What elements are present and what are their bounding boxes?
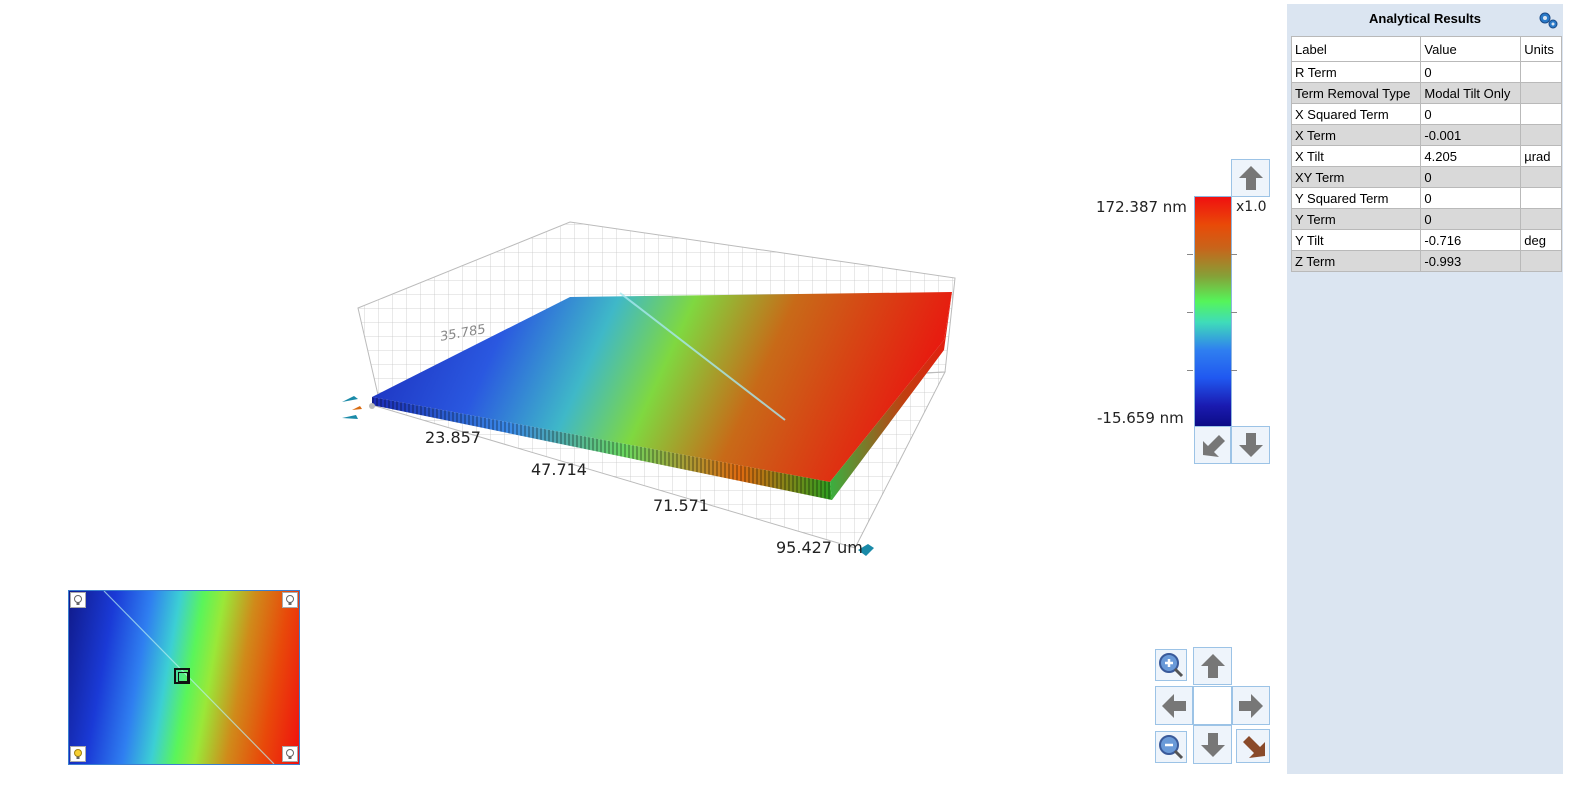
row-value: Modal Tilt Only bbox=[1420, 82, 1522, 104]
scale-up-button[interactable] bbox=[1231, 159, 1270, 197]
row-label: X Tilt bbox=[1290, 145, 1422, 167]
pan-left-icon bbox=[1162, 693, 1186, 718]
panel-title: Analytical Results bbox=[1369, 11, 1481, 26]
table-header-row: Label Value Units bbox=[1290, 36, 1562, 62]
zoom-in-icon bbox=[1159, 653, 1184, 678]
pan-up-button[interactable] bbox=[1193, 647, 1232, 685]
table-row[interactable]: XY Term 0 bbox=[1290, 166, 1562, 188]
column-header-units[interactable]: Units bbox=[1520, 36, 1562, 62]
row-label: R Term bbox=[1290, 61, 1422, 83]
pan-down-icon bbox=[1200, 732, 1225, 757]
light-bulb-bottom-left[interactable] bbox=[70, 746, 86, 762]
light-bulb-icon bbox=[286, 595, 294, 605]
light-bulb-bottom-right[interactable] bbox=[282, 746, 298, 762]
row-label: Y Squared Term bbox=[1290, 187, 1422, 209]
x-tick-1: 23.857 bbox=[425, 428, 481, 447]
column-header-label[interactable]: Label bbox=[1290, 36, 1422, 62]
scale-reset-icon bbox=[1202, 435, 1225, 457]
axis-end-icon[interactable] bbox=[858, 544, 874, 556]
row-value: -0.993 bbox=[1420, 250, 1522, 272]
table-row[interactable]: Y Tilt -0.716 deg bbox=[1290, 229, 1562, 251]
pan-left-button[interactable] bbox=[1155, 686, 1193, 725]
row-units bbox=[1520, 124, 1562, 146]
table-row[interactable]: X Squared Term 0 bbox=[1290, 103, 1562, 125]
row-units bbox=[1520, 187, 1562, 209]
surface-3d-plot[interactable] bbox=[330, 210, 980, 570]
scale-factor-label: x1.0 bbox=[1236, 199, 1267, 215]
scale-max-label: 172.387 nm bbox=[1096, 198, 1187, 216]
row-label: XY Term bbox=[1290, 166, 1422, 188]
scale-min-label: -15.659 nm bbox=[1097, 409, 1184, 427]
thumbnail-map[interactable] bbox=[68, 590, 300, 765]
row-value: 0 bbox=[1420, 103, 1522, 125]
row-label: X Squared Term bbox=[1290, 103, 1422, 125]
row-units bbox=[1520, 166, 1562, 188]
gear-icon[interactable] bbox=[1537, 9, 1559, 31]
row-label: X Term bbox=[1290, 124, 1422, 146]
row-value: -0.001 bbox=[1420, 124, 1522, 146]
scale-reset-button[interactable] bbox=[1194, 426, 1231, 464]
x-tick-4: 95.427 um bbox=[776, 538, 863, 557]
table-row[interactable]: X Tilt 4.205 µrad bbox=[1290, 145, 1562, 167]
light-bulb-icon bbox=[74, 749, 82, 759]
light-bulb-icon bbox=[286, 749, 294, 759]
row-units bbox=[1520, 61, 1562, 83]
row-value: -0.716 bbox=[1420, 229, 1522, 251]
scale-down-button[interactable] bbox=[1231, 426, 1270, 464]
row-units: µrad bbox=[1520, 145, 1562, 167]
pan-right-icon bbox=[1239, 693, 1263, 718]
row-units bbox=[1520, 103, 1562, 125]
zoom-in-button[interactable] bbox=[1155, 649, 1187, 681]
row-value: 0 bbox=[1420, 208, 1522, 230]
row-units: deg bbox=[1520, 229, 1562, 251]
scale-up-arrow-icon bbox=[1238, 166, 1263, 190]
zoom-out-icon bbox=[1159, 735, 1184, 760]
results-table: Label Value Units R Term 0 Term Removal T… bbox=[1290, 36, 1562, 272]
row-value: 0 bbox=[1420, 61, 1522, 83]
row-label: Y Term bbox=[1290, 208, 1422, 230]
x-tick-2: 47.714 bbox=[531, 460, 587, 479]
table-row[interactable]: Term Removal Type Modal Tilt Only bbox=[1290, 82, 1562, 104]
zoom-out-button[interactable] bbox=[1155, 731, 1187, 763]
light-bulb-top-left[interactable] bbox=[70, 592, 86, 608]
analytical-results-panel: Analytical Results Label Value Units R T… bbox=[1287, 4, 1563, 774]
table-row[interactable]: R Term 0 bbox=[1290, 61, 1562, 83]
pan-down-button[interactable] bbox=[1193, 725, 1232, 764]
table-row[interactable]: Y Squared Term 0 bbox=[1290, 187, 1562, 209]
pan-center bbox=[1193, 686, 1232, 725]
row-label: Z Term bbox=[1290, 250, 1422, 272]
light-bulb-icon bbox=[74, 595, 82, 605]
row-units bbox=[1520, 250, 1562, 272]
row-units bbox=[1520, 82, 1562, 104]
reset-view-icon bbox=[1243, 736, 1265, 758]
table-row[interactable]: X Term -0.001 bbox=[1290, 124, 1562, 146]
scale-down-arrow-icon bbox=[1238, 433, 1263, 457]
x-tick-3: 71.571 bbox=[653, 496, 709, 515]
table-row[interactable]: Y Term 0 bbox=[1290, 208, 1562, 230]
table-row[interactable]: Z Term -0.993 bbox=[1290, 250, 1562, 272]
column-header-value[interactable]: Value bbox=[1420, 36, 1522, 62]
row-value: 0 bbox=[1420, 187, 1522, 209]
view-position-marker[interactable] bbox=[174, 668, 190, 684]
pan-right-button[interactable] bbox=[1232, 686, 1270, 725]
row-units bbox=[1520, 208, 1562, 230]
row-label: Term Removal Type bbox=[1290, 82, 1422, 104]
reset-view-button[interactable] bbox=[1236, 729, 1270, 763]
light-bulb-top-right[interactable] bbox=[282, 592, 298, 608]
row-label: Y Tilt bbox=[1290, 229, 1422, 251]
pan-up-icon bbox=[1200, 654, 1225, 678]
row-value: 0 bbox=[1420, 166, 1522, 188]
axis-origin-icon[interactable] bbox=[342, 396, 375, 419]
row-value: 4.205 bbox=[1420, 145, 1522, 167]
color-scale-bar bbox=[1194, 196, 1232, 430]
